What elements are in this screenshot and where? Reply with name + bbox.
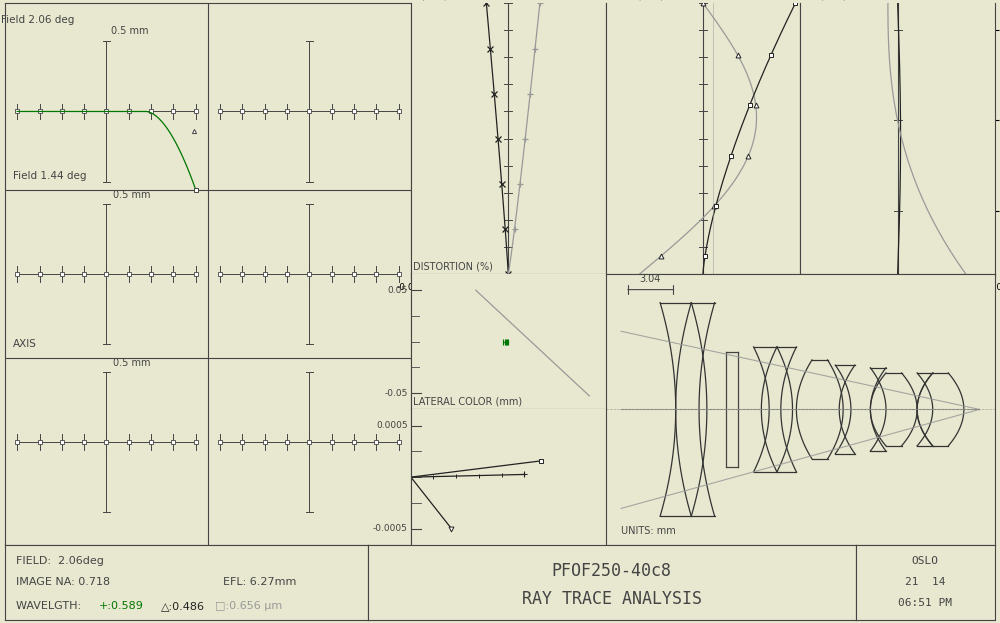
Text: +:0.589: +:0.589 bbox=[99, 601, 144, 611]
Text: 06:51 PM: 06:51 PM bbox=[898, 598, 952, 609]
Text: 0.05: 0.05 bbox=[388, 286, 408, 295]
Text: OSLO: OSLO bbox=[912, 556, 939, 566]
Text: □:0.656 μm: □:0.656 μm bbox=[215, 601, 283, 611]
Text: RAY TRACE ANALYSIS: RAY TRACE ANALYSIS bbox=[522, 590, 702, 608]
Text: 0.0005: 0.0005 bbox=[376, 421, 408, 430]
Text: 3.04: 3.04 bbox=[640, 273, 661, 284]
Text: -0.0005: -0.0005 bbox=[373, 524, 408, 533]
Text: 0.5 mm: 0.5 mm bbox=[111, 26, 148, 36]
Text: 21  14: 21 14 bbox=[905, 578, 946, 587]
Text: PFOF250-40c8: PFOF250-40c8 bbox=[552, 562, 672, 580]
Text: IMAGE NA: 0.718: IMAGE NA: 0.718 bbox=[16, 578, 110, 587]
Text: Field 2.06 deg: Field 2.06 deg bbox=[1, 15, 74, 25]
Text: FIELD:  2.06deg: FIELD: 2.06deg bbox=[16, 556, 104, 566]
Text: DISTORTION (%): DISTORTION (%) bbox=[413, 261, 493, 271]
Text: EFL: 6.27mm: EFL: 6.27mm bbox=[223, 578, 296, 587]
Text: UNITS: mm: UNITS: mm bbox=[621, 526, 676, 536]
Text: LATERAL COLOR (mm): LATERAL COLOR (mm) bbox=[413, 397, 522, 407]
Text: 0.5 mm: 0.5 mm bbox=[113, 358, 150, 368]
Text: AXIS: AXIS bbox=[13, 339, 37, 349]
Text: △:0.486: △:0.486 bbox=[161, 601, 205, 611]
Text: WAVELGTH:: WAVELGTH: bbox=[16, 601, 85, 611]
Text: Field 1.44 deg: Field 1.44 deg bbox=[13, 171, 87, 181]
Text: -0.05: -0.05 bbox=[384, 389, 408, 397]
Text: 0.5 mm: 0.5 mm bbox=[113, 190, 150, 200]
